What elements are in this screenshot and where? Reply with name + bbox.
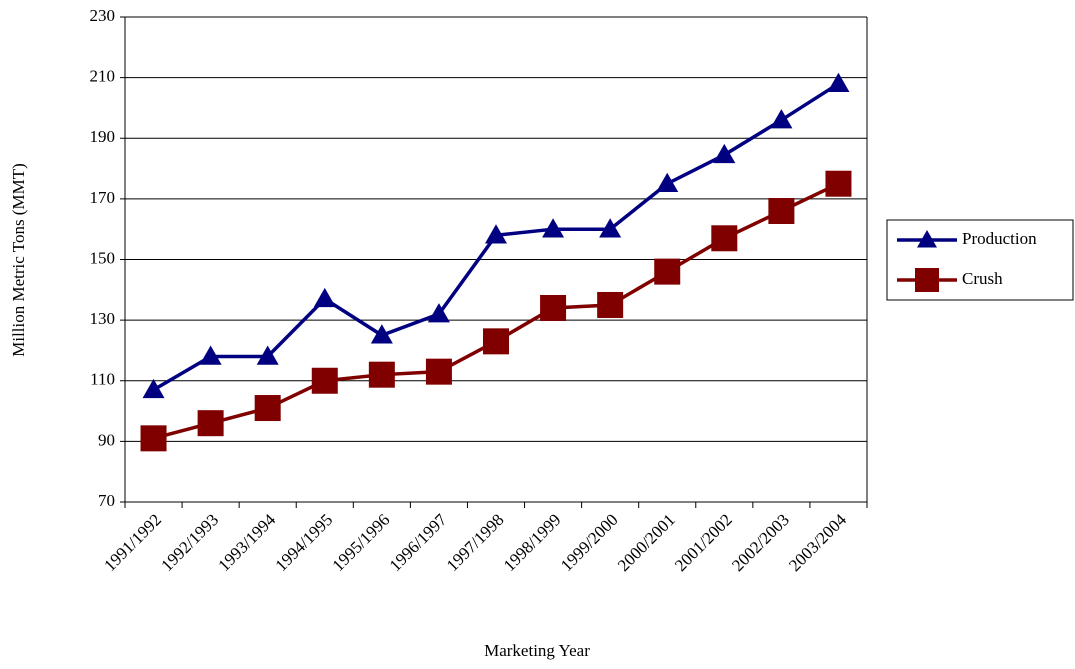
legend-marker [915, 268, 939, 292]
legend-label: Production [962, 229, 1037, 248]
data-point [540, 295, 567, 321]
data-point [825, 170, 852, 197]
x-axis-label: Marketing Year [484, 641, 590, 660]
data-point [425, 358, 452, 385]
data-point [256, 345, 279, 365]
y-tick-label: 150 [90, 248, 116, 267]
x-tick-label: 1999/2000 [557, 510, 622, 575]
data-point [656, 172, 679, 192]
data-point [197, 410, 224, 437]
x-tick-label: 1996/1997 [386, 510, 451, 575]
x-tick-label: 1992/1993 [157, 510, 222, 575]
legend-marker [917, 230, 937, 248]
y-tick-label: 90 [98, 430, 115, 449]
data-point [313, 287, 336, 308]
data-point [368, 361, 395, 388]
x-tick-label: 1993/1994 [214, 510, 279, 575]
y-tick-label: 130 [90, 309, 116, 328]
x-tick-label: 2000/2001 [614, 510, 679, 575]
data-point [485, 224, 507, 244]
y-tick-label: 210 [90, 67, 116, 86]
x-tick-label: 1998/1999 [500, 510, 565, 575]
y-tick-label: 190 [90, 127, 116, 146]
data-point [827, 72, 850, 92]
data-point [713, 143, 736, 164]
data-point [427, 303, 450, 323]
data-point [142, 378, 165, 399]
y-tick-label: 70 [98, 491, 115, 510]
y-tick-label: 230 [90, 6, 116, 25]
data-point [654, 258, 681, 285]
y-tick-label: 170 [90, 188, 116, 207]
x-tick-label: 2002/2003 [728, 510, 793, 575]
data-point [542, 218, 565, 238]
data-point [483, 328, 509, 355]
data-point [770, 109, 793, 129]
x-tick-label: 2003/2004 [785, 510, 850, 575]
x-tick-label: 1995/1996 [329, 510, 394, 575]
x-tick-label: 1994/1995 [271, 510, 336, 575]
data-point [140, 425, 167, 452]
data-point [254, 395, 281, 422]
data-point [311, 367, 338, 394]
data-point [370, 324, 393, 344]
data-point [711, 225, 738, 252]
data-point [199, 345, 222, 365]
data-point [597, 291, 624, 318]
y-axis-label: Million Metric Tons (MMT) [9, 163, 28, 357]
x-tick-label: 1997/1998 [443, 510, 508, 575]
y-tick-label: 110 [90, 370, 115, 389]
legend-label: Crush [962, 269, 1003, 288]
x-tick-label: 1991/1992 [100, 510, 165, 575]
data-point [768, 198, 795, 224]
data-point [599, 218, 622, 238]
x-tick-label: 2001/2002 [671, 510, 736, 575]
